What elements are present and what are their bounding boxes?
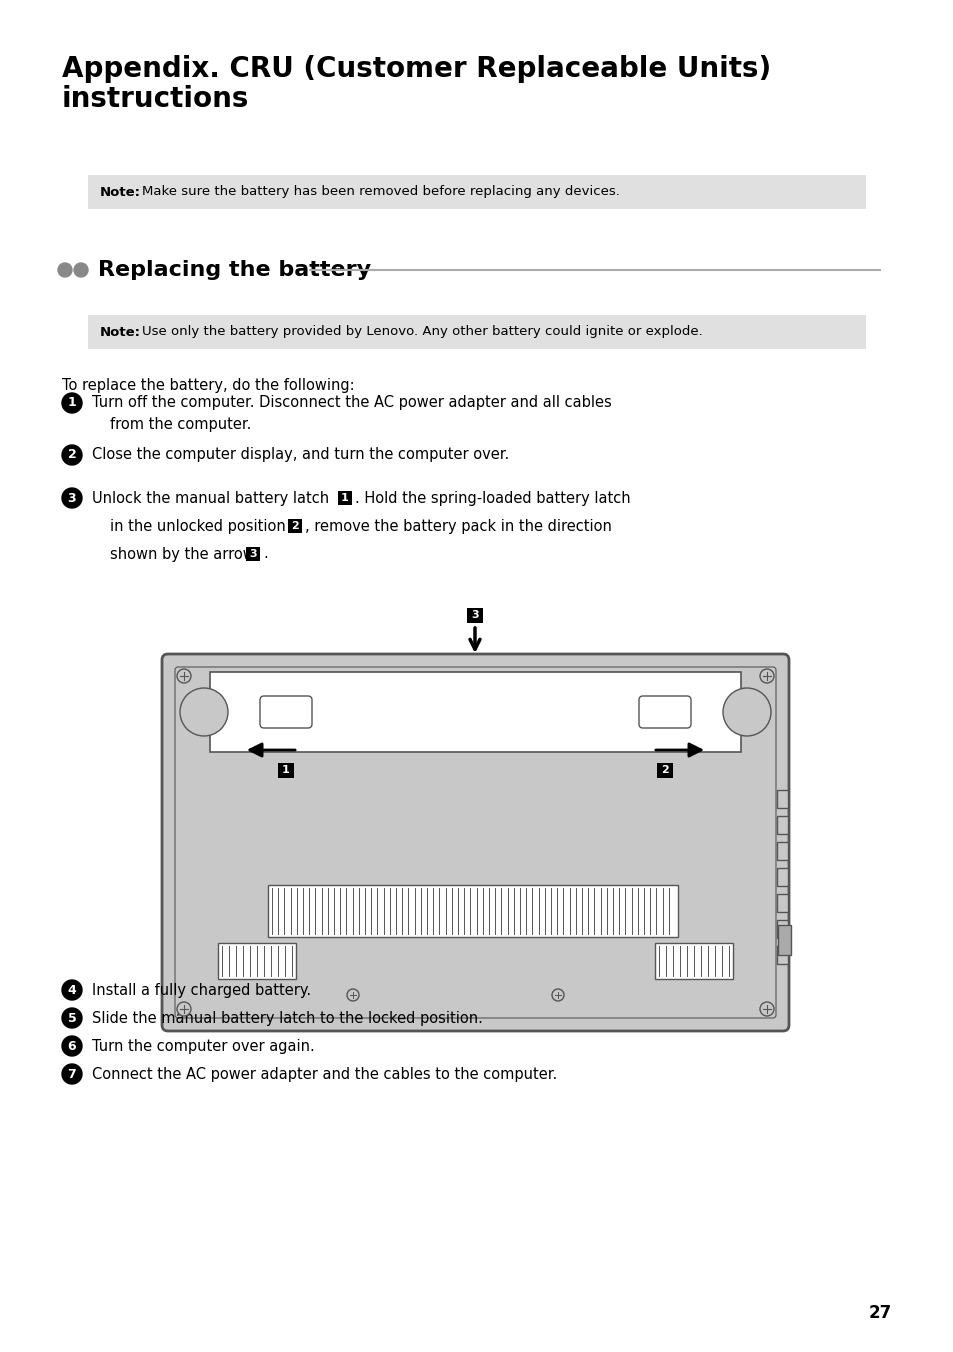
- Text: 2: 2: [291, 521, 298, 531]
- Text: 3: 3: [249, 549, 256, 558]
- Circle shape: [62, 393, 82, 412]
- Bar: [337, 491, 352, 506]
- Text: Replacing the battery: Replacing the battery: [98, 260, 371, 280]
- Text: shown by the arrow: shown by the arrow: [110, 546, 254, 561]
- Circle shape: [74, 264, 88, 277]
- Text: To replace the battery, do the following:: To replace the battery, do the following…: [62, 379, 355, 393]
- Text: .: .: [263, 546, 268, 561]
- Text: 3: 3: [68, 492, 76, 504]
- Bar: [776, 919, 787, 938]
- Circle shape: [58, 264, 71, 277]
- Text: Appendix. CRU (Customer Replaceable Units): Appendix. CRU (Customer Replaceable Unit…: [62, 55, 770, 82]
- Text: Turn off the computer. Disconnect the AC power adapter and all cables: Turn off the computer. Disconnect the AC…: [91, 396, 611, 411]
- Text: 2: 2: [68, 449, 76, 461]
- Text: Note:: Note:: [100, 185, 141, 199]
- Circle shape: [722, 688, 770, 735]
- Text: Connect the AC power adapter and the cables to the computer.: Connect the AC power adapter and the cab…: [91, 1067, 557, 1082]
- Circle shape: [760, 669, 773, 683]
- Text: 2: 2: [660, 765, 668, 775]
- Bar: [776, 817, 787, 834]
- FancyBboxPatch shape: [639, 696, 690, 727]
- Text: 6: 6: [68, 1040, 76, 1052]
- Text: instructions: instructions: [62, 85, 249, 114]
- Text: 3: 3: [471, 610, 478, 621]
- Text: , remove the battery pack in the direction: , remove the battery pack in the directi…: [305, 519, 611, 534]
- Bar: [88, 174, 865, 210]
- Text: Slide the manual battery latch to the locked position.: Slide the manual battery latch to the lo…: [91, 1010, 482, 1026]
- Text: 27: 27: [868, 1303, 891, 1322]
- Bar: [88, 315, 865, 349]
- Bar: [776, 868, 787, 886]
- Text: 4: 4: [68, 983, 76, 996]
- Text: Unlock the manual battery latch: Unlock the manual battery latch: [91, 491, 329, 506]
- Text: Make sure the battery has been removed before replacing any devices.: Make sure the battery has been removed b…: [142, 185, 619, 199]
- Bar: [655, 942, 732, 979]
- Text: Note:: Note:: [100, 326, 141, 338]
- Circle shape: [62, 1009, 82, 1028]
- Text: . Hold the spring-loaded battery latch: . Hold the spring-loaded battery latch: [355, 491, 630, 506]
- Text: Install a fully charged battery.: Install a fully charged battery.: [91, 983, 311, 998]
- Bar: [246, 548, 260, 561]
- Circle shape: [62, 488, 82, 508]
- Text: Close the computer display, and turn the computer over.: Close the computer display, and turn the…: [91, 448, 509, 462]
- Text: in the unlocked position: in the unlocked position: [110, 519, 286, 534]
- Bar: [776, 790, 787, 808]
- Text: from the computer.: from the computer.: [110, 418, 251, 433]
- Bar: [268, 886, 678, 937]
- Bar: [288, 519, 302, 533]
- Circle shape: [552, 990, 563, 1000]
- Text: 5: 5: [68, 1011, 76, 1025]
- Text: 1: 1: [68, 396, 76, 410]
- Bar: [657, 763, 672, 777]
- Text: Turn the computer over again.: Turn the computer over again.: [91, 1038, 314, 1053]
- Bar: [776, 842, 787, 860]
- Circle shape: [177, 669, 191, 683]
- Circle shape: [347, 990, 358, 1000]
- Text: 1: 1: [341, 493, 349, 503]
- Text: 7: 7: [68, 1068, 76, 1080]
- Circle shape: [62, 1036, 82, 1056]
- Circle shape: [180, 688, 228, 735]
- FancyBboxPatch shape: [260, 696, 312, 727]
- Bar: [778, 925, 790, 955]
- Circle shape: [62, 1064, 82, 1084]
- FancyBboxPatch shape: [162, 654, 788, 1032]
- Bar: [218, 942, 295, 979]
- Circle shape: [62, 980, 82, 1000]
- Circle shape: [177, 1002, 191, 1015]
- Bar: [776, 894, 787, 913]
- Bar: [277, 763, 294, 777]
- Text: Use only the battery provided by Lenovo. Any other battery could ignite or explo: Use only the battery provided by Lenovo.…: [142, 326, 702, 338]
- Bar: [467, 607, 482, 622]
- Bar: [776, 946, 787, 964]
- Circle shape: [62, 445, 82, 465]
- Bar: [210, 672, 740, 752]
- Text: 1: 1: [282, 765, 290, 775]
- Circle shape: [760, 1002, 773, 1015]
